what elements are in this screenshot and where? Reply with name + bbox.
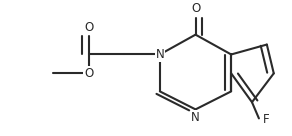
Text: O: O	[191, 2, 200, 15]
Text: N: N	[156, 48, 164, 61]
Text: O: O	[84, 21, 93, 34]
Text: N: N	[191, 111, 200, 124]
Text: O: O	[84, 67, 93, 80]
Text: F: F	[263, 113, 270, 126]
